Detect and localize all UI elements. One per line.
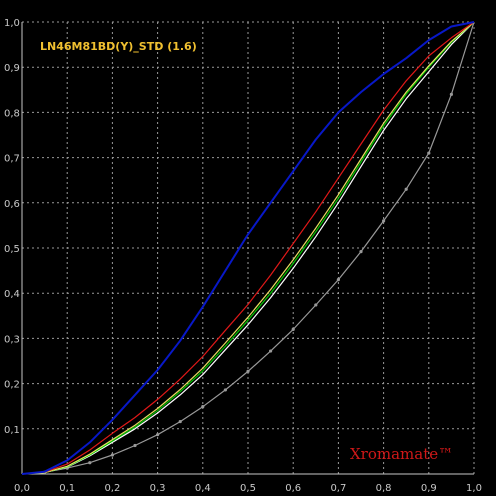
axis-lines [21, 22, 474, 475]
series-line [21, 21, 475, 475]
y-tick-label: 1,0 [4, 18, 20, 29]
x-axis-tick-labels: 0,0 0,1 0,2 0,3 0,4 0,5 0,6 0,7 0,8 0,9 1,0 [14, 483, 482, 494]
y-tick-label: 0,7 [4, 154, 20, 165]
y-axis-tick-labels: 0,1 0,2 0,3 0,4 0,5 0,6 0,7 0,8 0,9 1,0 [4, 18, 20, 436]
x-tick-label: 0,9 [421, 483, 437, 494]
y-tick-label: 0,9 [4, 63, 20, 74]
series-point [110, 453, 114, 457]
series-point [336, 278, 340, 282]
series-point [88, 461, 92, 465]
series-point [178, 419, 182, 424]
data-series [21, 21, 475, 475]
y-tick-label: 0,6 [4, 199, 20, 210]
watermark-brand: Xromamate™ [350, 445, 453, 463]
series-point [382, 219, 386, 223]
x-tick-label: 0,1 [59, 483, 75, 494]
series-point [201, 405, 205, 409]
y-tick-label: 0,8 [4, 108, 20, 119]
series-point [246, 369, 250, 373]
y-tick-label: 0,4 [4, 289, 20, 300]
x-tick-label: 0,3 [150, 483, 166, 494]
series-point [291, 327, 295, 331]
series-line [21, 21, 475, 475]
series-point [314, 303, 318, 307]
x-tick-label: 0,4 [195, 483, 211, 494]
series-point [449, 92, 453, 96]
series-point [427, 151, 431, 155]
series-point [133, 443, 137, 448]
x-tick-label: 0,8 [376, 483, 392, 494]
series-point [269, 349, 273, 353]
series-line [21, 21, 475, 475]
series-point [404, 187, 408, 191]
y-tick-label: 0,1 [4, 425, 20, 436]
y-tick-label: 0,5 [4, 244, 20, 255]
x-tick-label: 1,0 [466, 483, 482, 494]
y-tick-label: 0,2 [4, 380, 20, 391]
series-point [359, 250, 363, 254]
x-tick-label: 0,7 [330, 483, 346, 494]
series-line [21, 21, 475, 475]
x-tick-label: 0,6 [285, 483, 301, 494]
series-line [21, 21, 475, 475]
x-tick-label: 0,5 [240, 483, 256, 494]
series-point [156, 433, 160, 437]
x-tick-label: 0,2 [104, 483, 120, 494]
y-tick-label: 0,3 [4, 334, 20, 345]
grid-lines [22, 21, 475, 474]
x-tick-label: 0,0 [14, 483, 30, 494]
chart-title: LN46M81BD(Y)_STD (1.6) [40, 40, 197, 53]
series-point [223, 388, 227, 392]
